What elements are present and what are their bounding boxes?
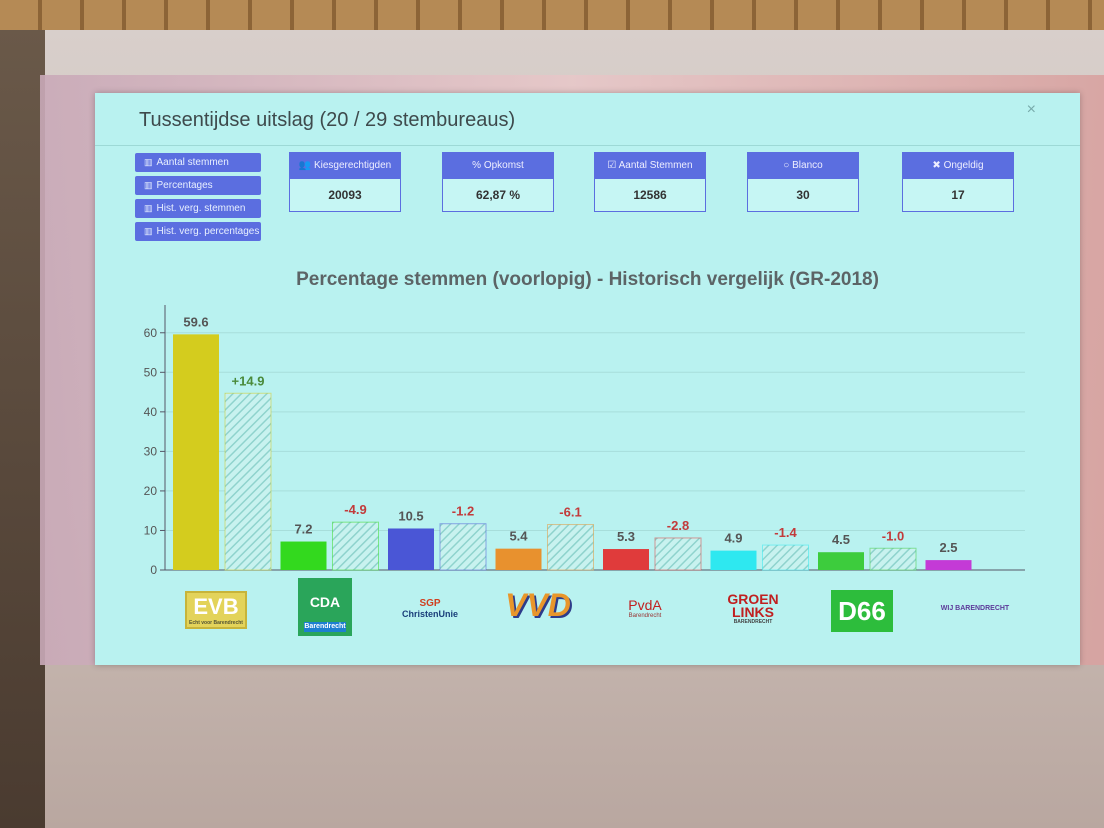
y-tick-label: 40 [144,405,158,419]
aantal-stemmen-button[interactable]: ▥ Aantal stemmen [135,153,261,172]
sgp-christenunie-logo: SGP ChristenUnie [401,597,458,619]
hist-verg-stemmen-button[interactable]: ▥ Hist. verg. stemmen [135,199,261,218]
bar-label: 59.6 [183,314,208,329]
hist-verg-percentages-button[interactable]: ▥ Hist. verg. percentages [135,222,261,241]
vvd-logo: VVD [505,586,571,623]
bar-historical [762,544,809,571]
diff-label: -1.2 [452,504,474,519]
y-tick-label: 60 [144,326,158,340]
diff-label: -6.1 [559,505,581,520]
stat-label: % Opkomst [472,160,524,171]
results-modal: Tussentijdse uitslag (20 / 29 stembureau… [95,93,1080,665]
diff-label: -1.0 [882,528,904,543]
stat-value: 20093 [328,188,362,202]
bar-current [173,334,219,570]
bar-label: 4.5 [832,532,850,547]
times-icon: ✖ [932,160,944,171]
diff-label: -1.4 [774,525,797,540]
check-square-icon: ☑ [607,160,619,171]
stat-blanco: ○ Blanco 30 [747,152,859,212]
d66-logo: D66 [831,590,893,632]
button-label: Hist. verg. stemmen [156,203,246,214]
users-icon: 👥 [298,160,314,171]
button-label: Percentages [156,180,213,191]
stat-kiesgerechtigden: 👥 Kiesgerechtigden 20093 [289,152,401,212]
bar-historical [654,537,702,571]
close-icon[interactable]: × [1026,101,1036,118]
bar-label: 2.5 [939,540,957,555]
groenlinks-logo: GROEN LINKS BARENDRECHT [727,591,779,625]
pvda-logo: PvdA Barendrecht [628,597,662,619]
chart-title: Percentage stemmen (voorlopig) - Histori… [296,269,879,290]
bar-label: 5.4 [509,529,528,544]
bar-current [818,552,864,570]
bar-chart-icon: ▥ [144,203,153,213]
evb-logo: EVB Echt voor Barendrecht [185,591,247,629]
y-tick-label: 20 [144,484,158,498]
y-tick-label: 0 [150,563,157,577]
stat-label: Aantal Stemmen [618,160,693,171]
modal-title: Tussentijdse uitslag (20 / 29 stembureau… [139,109,516,131]
ceiling [0,0,1104,30]
bar-chart: 0 10 20 30 40 50 60 59.6 +14.9 7.2 -4.9 10.5 -1.2 5.4… [144,305,1025,577]
bar-current [925,560,972,570]
y-tick-label: 50 [144,365,158,379]
y-tick-label: 30 [144,444,158,458]
bar-historical [547,524,594,571]
percentages-button[interactable]: ▥ Percentages [135,176,261,195]
stat-value: 30 [796,188,810,202]
bar-current [280,541,327,570]
cda-logo: CDA Barendrecht [298,578,352,636]
bar-chart-icon: ▥ [144,157,153,167]
bar-label: 5.3 [617,529,635,544]
stat-label: Blanco [792,160,823,171]
bar-chart-icon: ▥ [144,180,153,190]
stat-ongeldig: ✖ Ongeldig 17 [902,152,1014,212]
stat-value: 62,87 % [475,188,521,202]
stat-label: Kiesgerechtigden [313,160,392,171]
button-label: Aantal stemmen [156,157,229,168]
stat-label: Ongeldig [943,160,984,171]
diff-label: +14.9 [232,373,265,388]
diff-label: -2.8 [667,518,689,533]
bar-label: 4.9 [724,531,742,546]
bar-label: 7.2 [294,522,312,537]
diff-label: -4.9 [344,502,366,517]
wij-barendrecht-logo: WIJ BARENDRECHT [940,604,1010,612]
stat-opkomst: % Opkomst 62,87 % [442,152,554,212]
circle-icon: ○ [783,160,793,171]
bar-historical [224,392,272,571]
bar-label: 10.5 [398,508,423,523]
button-label: Hist. verg. percentages [156,226,260,237]
stat-aantal-stemmen: ☑ Aantal Stemmen 12586 [594,152,706,212]
bar-current [388,528,434,570]
bar-historical [439,523,487,571]
bar-historical [869,547,917,571]
bar-historical [332,521,379,571]
stat-value: 17 [951,188,965,202]
stat-value: 12586 [633,188,667,202]
bar-chart-icon: ▥ [144,226,153,236]
bar-current [495,548,542,570]
modal-header: Tussentijdse uitslag (20 / 29 stembureau… [95,93,1080,146]
y-tick-label: 10 [144,523,158,537]
bar-current [710,550,757,570]
bar-current [603,549,649,570]
